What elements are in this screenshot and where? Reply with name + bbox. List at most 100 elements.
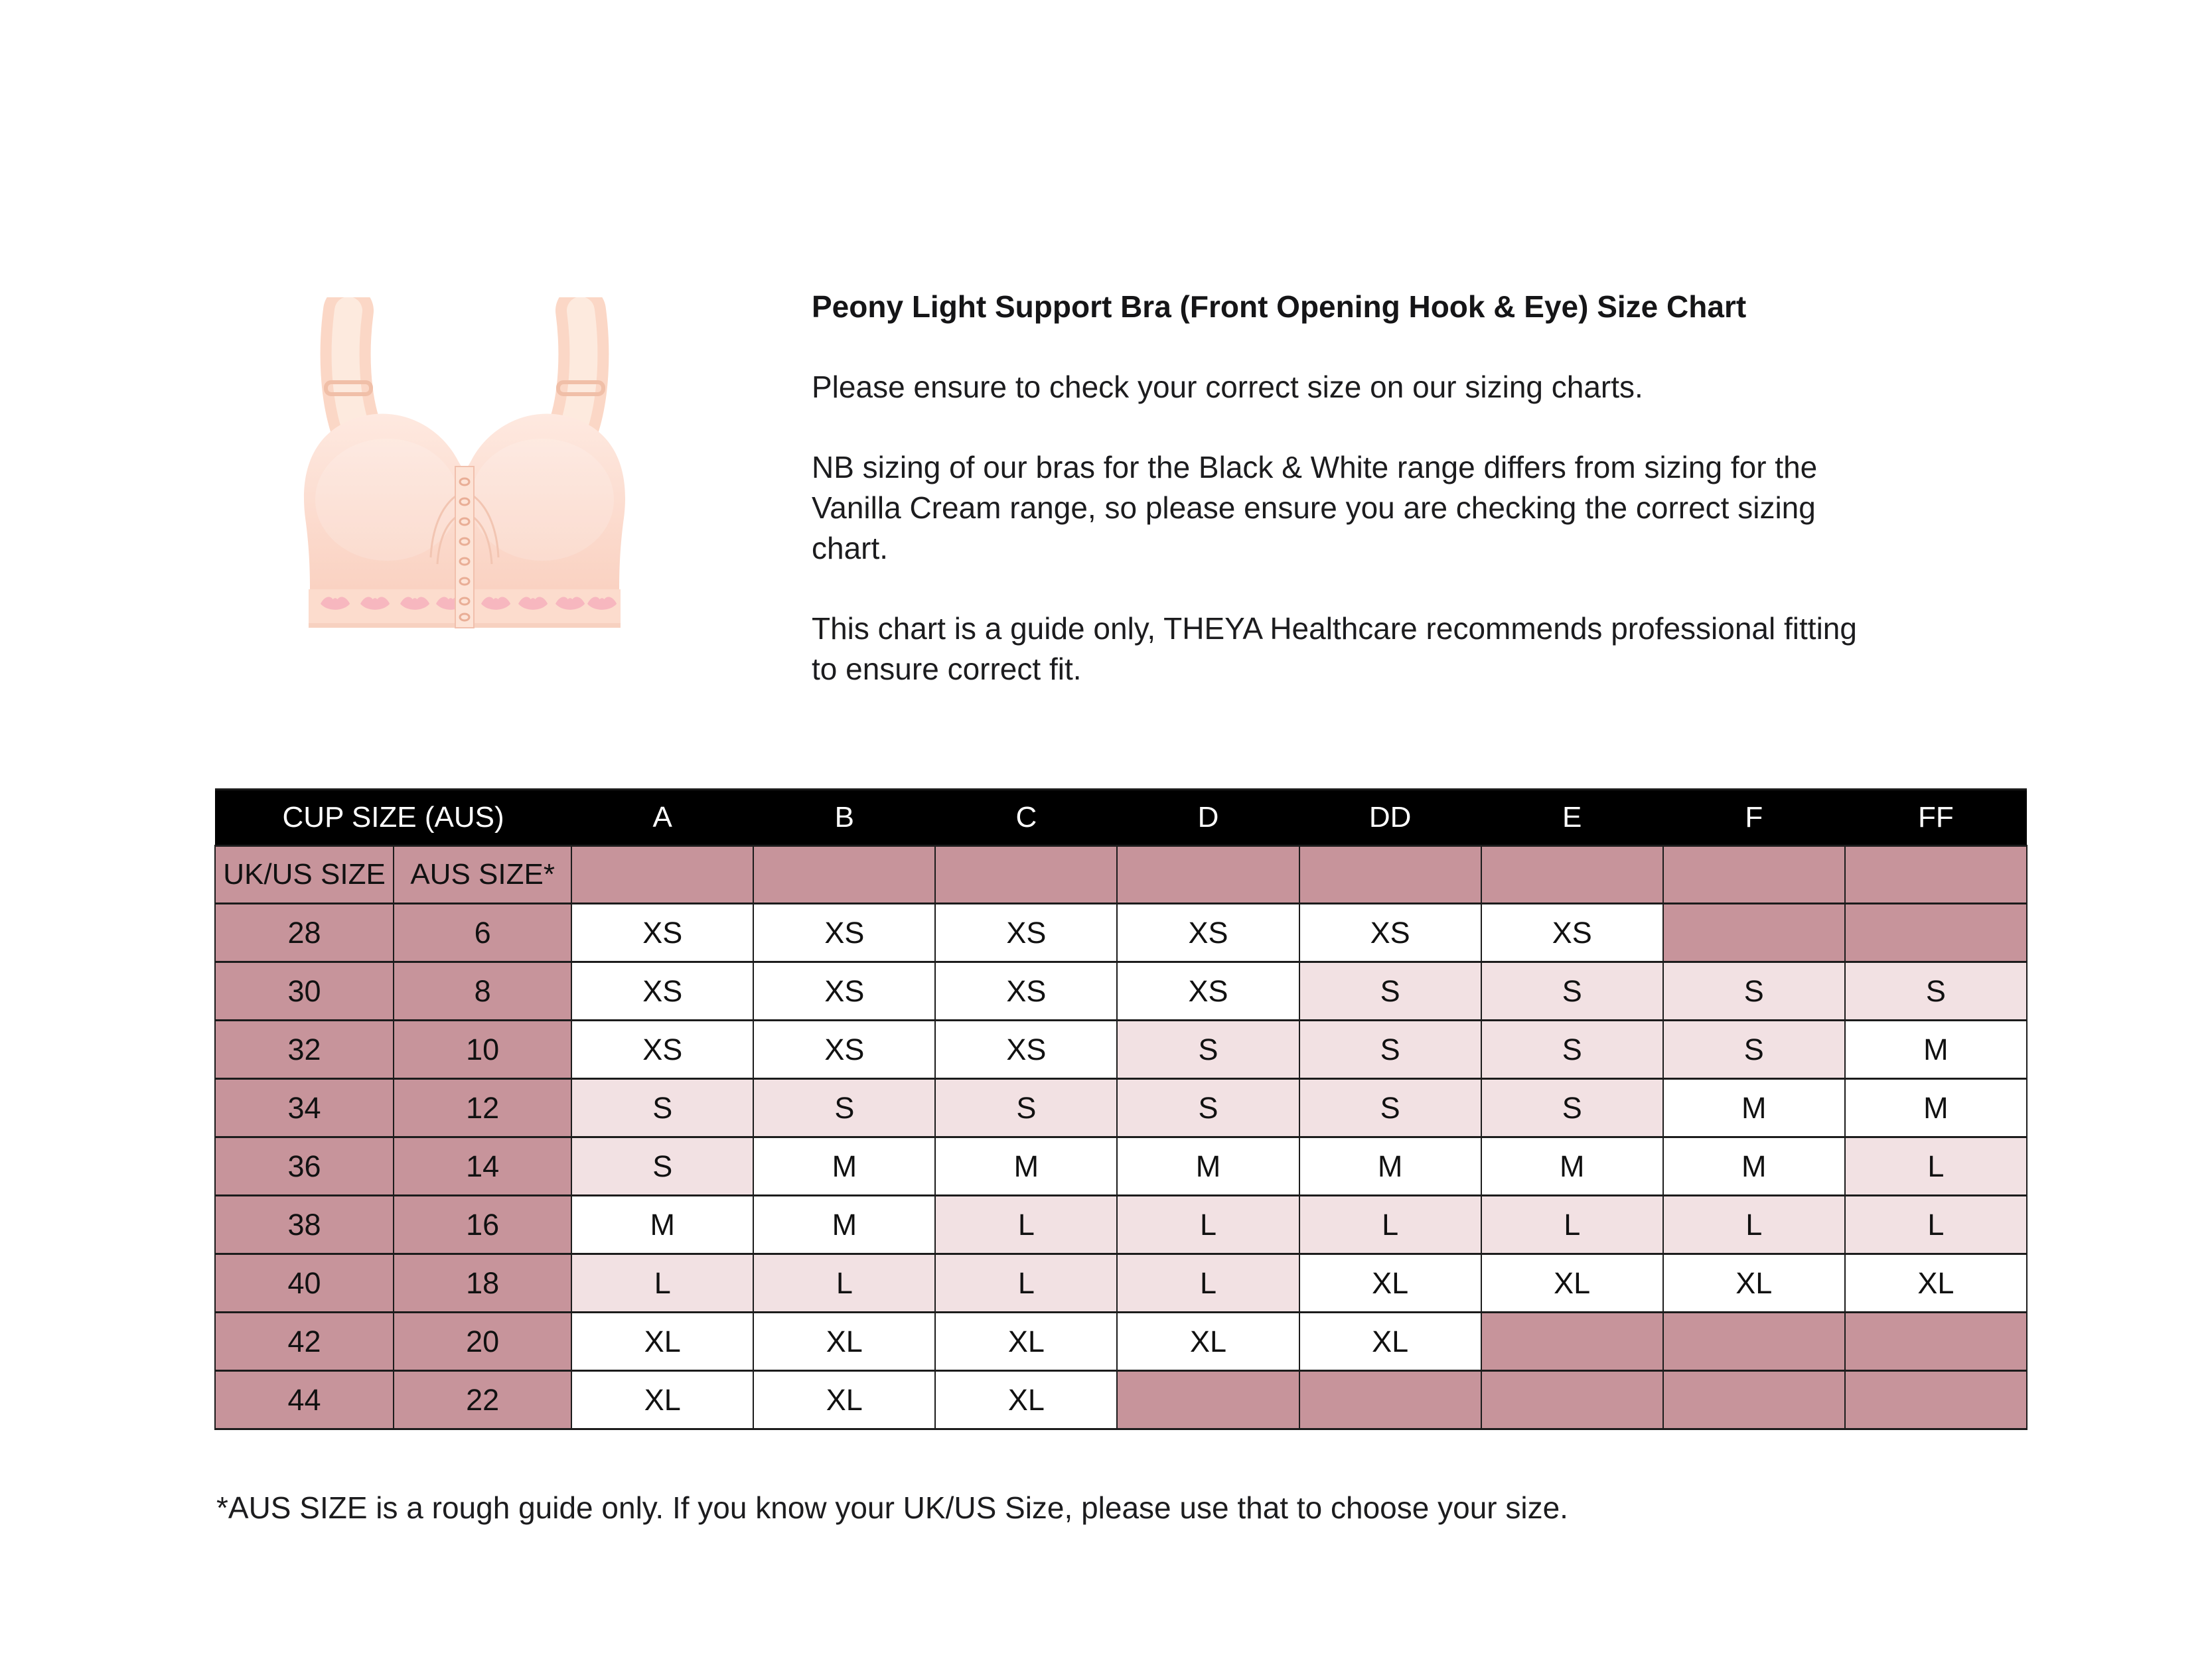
empty-subheader-cell: [571, 845, 755, 904]
empty-subheader-cell: [1480, 845, 1664, 904]
intro-paragraph-2: NB sizing of our bras for the Black & Wh…: [812, 447, 2016, 569]
size-cell: XS: [1116, 961, 1300, 1021]
aus-size-header: AUS SIZE*: [393, 845, 573, 904]
size-row-42: 42 20 XL XL XL XL XL: [214, 1311, 2028, 1372]
size-cell: S: [571, 1136, 755, 1196]
aus-size-value: 10: [393, 1019, 573, 1080]
size-row-30: 30 8 XS XS XS XS S S S S: [214, 961, 2028, 1021]
size-cell: XS: [753, 1019, 936, 1080]
size-cell: [1844, 1311, 2028, 1372]
bra-illustration: [303, 285, 626, 628]
size-cell: [1662, 1370, 1846, 1430]
size-cell: L: [934, 1194, 1118, 1255]
ukus-size-value: 28: [214, 902, 395, 963]
size-cell: XS: [1298, 902, 1482, 963]
size-cell: L: [934, 1253, 1118, 1313]
aus-size-value: 6: [393, 902, 573, 963]
size-cell: XL: [571, 1311, 755, 1372]
size-cell: M: [753, 1194, 936, 1255]
size-cell: XL: [1844, 1253, 2028, 1313]
paragraph-line: Vanilla Cream range, so please ensure yo…: [812, 490, 1816, 525]
ukus-size-value: 38: [214, 1194, 395, 1255]
size-row-34: 34 12 S S S S S S M M: [214, 1078, 2028, 1138]
paragraph-line: to ensure correct fit.: [812, 652, 1082, 686]
size-cell: S: [1480, 1078, 1664, 1138]
size-cell: S: [1116, 1019, 1300, 1080]
aus-size-value: 18: [393, 1253, 573, 1313]
table-header-row: CUP SIZE (AUS) A B C D DD E F FF: [215, 788, 2027, 847]
size-cell: L: [1662, 1194, 1846, 1255]
size-cell: S: [1480, 961, 1664, 1021]
ukus-size-value: 44: [214, 1370, 395, 1430]
size-cell: [1298, 1370, 1482, 1430]
aus-size-value: 22: [393, 1370, 573, 1430]
size-cell: XL: [571, 1370, 755, 1430]
size-cell: XS: [571, 961, 755, 1021]
size-cell: XL: [1298, 1311, 1482, 1372]
intro-paragraph-1: Please ensure to check your correct size…: [812, 367, 2016, 407]
size-table-head: CUP SIZE (AUS) A B C D DD E F FF UK/US SIZE AUS SI…: [214, 788, 2028, 904]
size-cell: [1844, 902, 2028, 963]
ukus-size-value: 30: [214, 961, 395, 1021]
intro-text: Peony Light Support Bra (Front Opening H…: [812, 287, 2016, 729]
size-cell: XS: [571, 1019, 755, 1080]
size-cell: [1480, 1370, 1664, 1430]
paragraph-line: NB sizing of our bras for the Black & Wh…: [812, 450, 1818, 484]
table-subheader-row: UK/US SIZE AUS SIZE*: [214, 845, 2028, 904]
size-cell: XL: [1298, 1253, 1482, 1313]
product-photo-bra: [282, 285, 647, 652]
size-cell: M: [1116, 1136, 1300, 1196]
size-cell: M: [753, 1136, 936, 1196]
aus-size-value: 16: [393, 1194, 573, 1255]
size-cell: XL: [934, 1311, 1118, 1372]
ukus-size-value: 36: [214, 1136, 395, 1196]
size-row-36: 36 14 S M M M M M M L: [214, 1136, 2028, 1196]
size-cell: S: [1298, 1019, 1482, 1080]
size-cell: XL: [934, 1370, 1118, 1430]
intro-paragraph-3: This chart is a guide only, THEYA Health…: [812, 609, 2016, 689]
size-row-28: 28 6 XS XS XS XS XS XS: [214, 902, 2028, 963]
size-cell: M: [1480, 1136, 1664, 1196]
size-cell: M: [1298, 1136, 1482, 1196]
size-cell: L: [1844, 1194, 2028, 1255]
size-row-40: 40 18 L L L L XL XL XL XL: [214, 1253, 2028, 1313]
cup-size-header: CUP SIZE (AUS): [215, 788, 572, 847]
size-cell: M: [934, 1136, 1118, 1196]
size-cell: XS: [934, 961, 1118, 1021]
size-cell: M: [1662, 1078, 1846, 1138]
paragraph-line: This chart is a guide only, THEYA Health…: [812, 611, 1857, 646]
cup-column-C: C: [935, 788, 1118, 847]
size-cell: S: [1298, 1078, 1482, 1138]
size-cell: XL: [1116, 1311, 1300, 1372]
size-cell: XS: [1480, 902, 1664, 963]
size-cell: XS: [934, 1019, 1118, 1080]
size-cell: L: [1298, 1194, 1482, 1255]
size-cell: M: [1844, 1078, 2028, 1138]
size-cell: M: [1844, 1019, 2028, 1080]
size-cell: XL: [1662, 1253, 1846, 1313]
cup-column-F: F: [1662, 788, 1845, 847]
empty-subheader-cell: [1298, 845, 1482, 904]
size-cell: L: [1844, 1136, 2028, 1196]
cup-column-E: E: [1481, 788, 1663, 847]
size-cell: L: [1116, 1253, 1300, 1313]
empty-subheader-cell: [934, 845, 1118, 904]
size-cell: XS: [934, 902, 1118, 963]
size-cell: [1662, 1311, 1846, 1372]
size-cell: XL: [753, 1370, 936, 1430]
ukus-size-value: 40: [214, 1253, 395, 1313]
size-row-44: 44 22 XL XL XL: [214, 1370, 2028, 1430]
size-cell: XS: [1116, 902, 1300, 963]
cup-column-D: D: [1117, 788, 1299, 847]
size-table: CUP SIZE (AUS) A B C D DD E F FF UK/US SIZE AUS SI…: [214, 788, 2028, 1430]
paragraph-line: Please ensure to check your correct size…: [812, 370, 1643, 404]
size-cell: S: [1480, 1019, 1664, 1080]
empty-subheader-cell: [1116, 845, 1300, 904]
empty-subheader-cell: [753, 845, 936, 904]
ukus-size-value: 34: [214, 1078, 395, 1138]
size-cell: [1480, 1311, 1664, 1372]
ukus-size-value: 42: [214, 1311, 395, 1372]
size-cell: S: [1844, 961, 2028, 1021]
size-cell: M: [571, 1194, 755, 1255]
size-cell: L: [753, 1253, 936, 1313]
